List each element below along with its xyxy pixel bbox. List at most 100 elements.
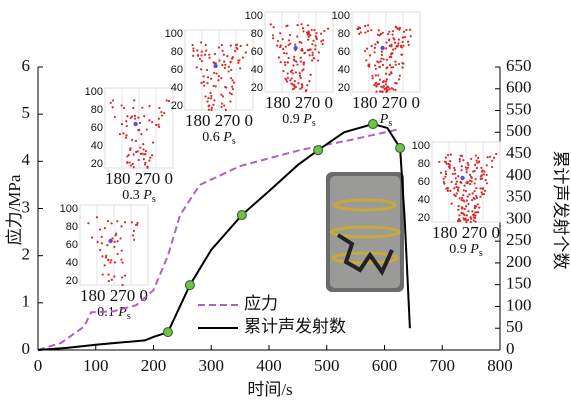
inset-dot <box>458 157 461 161</box>
y-tick-label: 3 <box>22 197 31 216</box>
inset-dot <box>275 44 279 47</box>
inset-dot <box>207 108 210 111</box>
inset-dot <box>446 154 450 157</box>
inset-coef: 0.9 <box>282 112 300 127</box>
inset-dot <box>200 54 203 57</box>
inset-dot <box>380 57 383 60</box>
inset-dot <box>142 143 145 146</box>
x-tick-label: 500 <box>314 356 340 375</box>
inset-dot <box>466 182 469 185</box>
inset-dot <box>279 45 282 49</box>
data-point <box>184 280 195 291</box>
inset-dot <box>457 175 460 178</box>
y2-tick-label: 600 <box>506 78 532 97</box>
inset-dot <box>477 160 481 163</box>
inset-dot <box>390 66 393 69</box>
inset-dot <box>120 276 124 279</box>
data-point <box>236 210 247 221</box>
inset-dot <box>403 36 407 39</box>
inset-dot <box>480 191 483 194</box>
inset-dot <box>299 56 302 59</box>
x-tick-label: 0 <box>34 356 43 375</box>
inset-dot <box>196 49 199 52</box>
inset-dot <box>405 28 408 32</box>
inset-dot <box>285 80 289 83</box>
inset-dot <box>386 88 389 92</box>
inset-dot <box>110 278 113 281</box>
inset-dot <box>301 48 304 51</box>
inset-dot <box>244 51 247 54</box>
inset-dot <box>200 81 203 85</box>
inset-dot <box>118 133 122 136</box>
inset-dot <box>128 161 131 164</box>
inset-dot <box>300 23 303 26</box>
inset-dot <box>226 55 229 58</box>
inset-dot <box>199 68 203 71</box>
inset-dot <box>157 125 161 128</box>
y2-tick-label: 100 <box>506 295 532 314</box>
inset-dot <box>132 166 135 169</box>
inset-tick-label: 100 <box>85 86 103 98</box>
inset-dot <box>398 74 401 77</box>
inset-dot <box>482 192 486 196</box>
inset-dot <box>474 220 477 223</box>
inset-dot <box>127 153 130 157</box>
inset-dot <box>309 73 312 76</box>
inset-dot <box>366 30 370 33</box>
inset-dot <box>450 202 453 205</box>
inset-dot <box>130 138 134 141</box>
inset-dot <box>225 86 228 89</box>
inset-tick-label: 60 <box>338 46 350 58</box>
y-tick-label: 6 <box>22 56 31 75</box>
inset-dot <box>221 49 224 52</box>
inset-dot <box>289 42 292 45</box>
inset-dot <box>140 133 143 136</box>
inset-dot <box>101 255 104 258</box>
inset-dot <box>301 86 304 89</box>
inset-dot <box>377 74 380 77</box>
inset-dot <box>116 240 119 243</box>
inset-dot <box>282 70 285 73</box>
inset-dot <box>438 160 441 164</box>
inset-dot <box>473 190 476 193</box>
inset-dot <box>390 87 393 90</box>
inset-dot <box>390 45 393 48</box>
inset-dot <box>269 23 272 26</box>
inset-dot <box>468 182 472 186</box>
inset-dot <box>381 90 384 93</box>
inset-dot <box>227 70 230 73</box>
inset-dot <box>471 210 474 213</box>
inset-dot <box>199 41 203 44</box>
inset-dot <box>469 173 472 176</box>
inset-dot <box>477 211 480 214</box>
inset-dot <box>121 261 124 264</box>
inset-dot <box>104 256 108 259</box>
inset-dot <box>213 99 216 102</box>
inset-dot <box>479 187 482 190</box>
inset-dot <box>378 34 381 37</box>
inset-dot <box>481 193 484 196</box>
inset-dot <box>365 47 369 50</box>
inset-dot <box>224 108 227 111</box>
inset-dot <box>218 59 221 62</box>
inset-tick-label: 40 <box>338 64 350 76</box>
inset-dot <box>209 97 213 100</box>
inset-dot <box>294 85 298 89</box>
inset-dot <box>192 54 195 57</box>
inset-dot <box>120 258 123 261</box>
inset-label: 0.6 Ps <box>202 130 236 147</box>
inset-dot <box>210 94 213 98</box>
inset-dot <box>192 49 195 52</box>
inset-dot <box>120 104 123 107</box>
inset-dot <box>307 30 310 33</box>
inset-dot <box>131 234 135 237</box>
inset-dot <box>239 67 242 70</box>
inset-dot <box>286 24 289 27</box>
inset-dot <box>237 61 240 64</box>
inset-dot <box>453 187 456 190</box>
inset-dot <box>376 33 380 36</box>
y-tick-label: 4 <box>22 150 31 169</box>
data-point <box>313 145 324 156</box>
inset-dot <box>294 71 298 74</box>
